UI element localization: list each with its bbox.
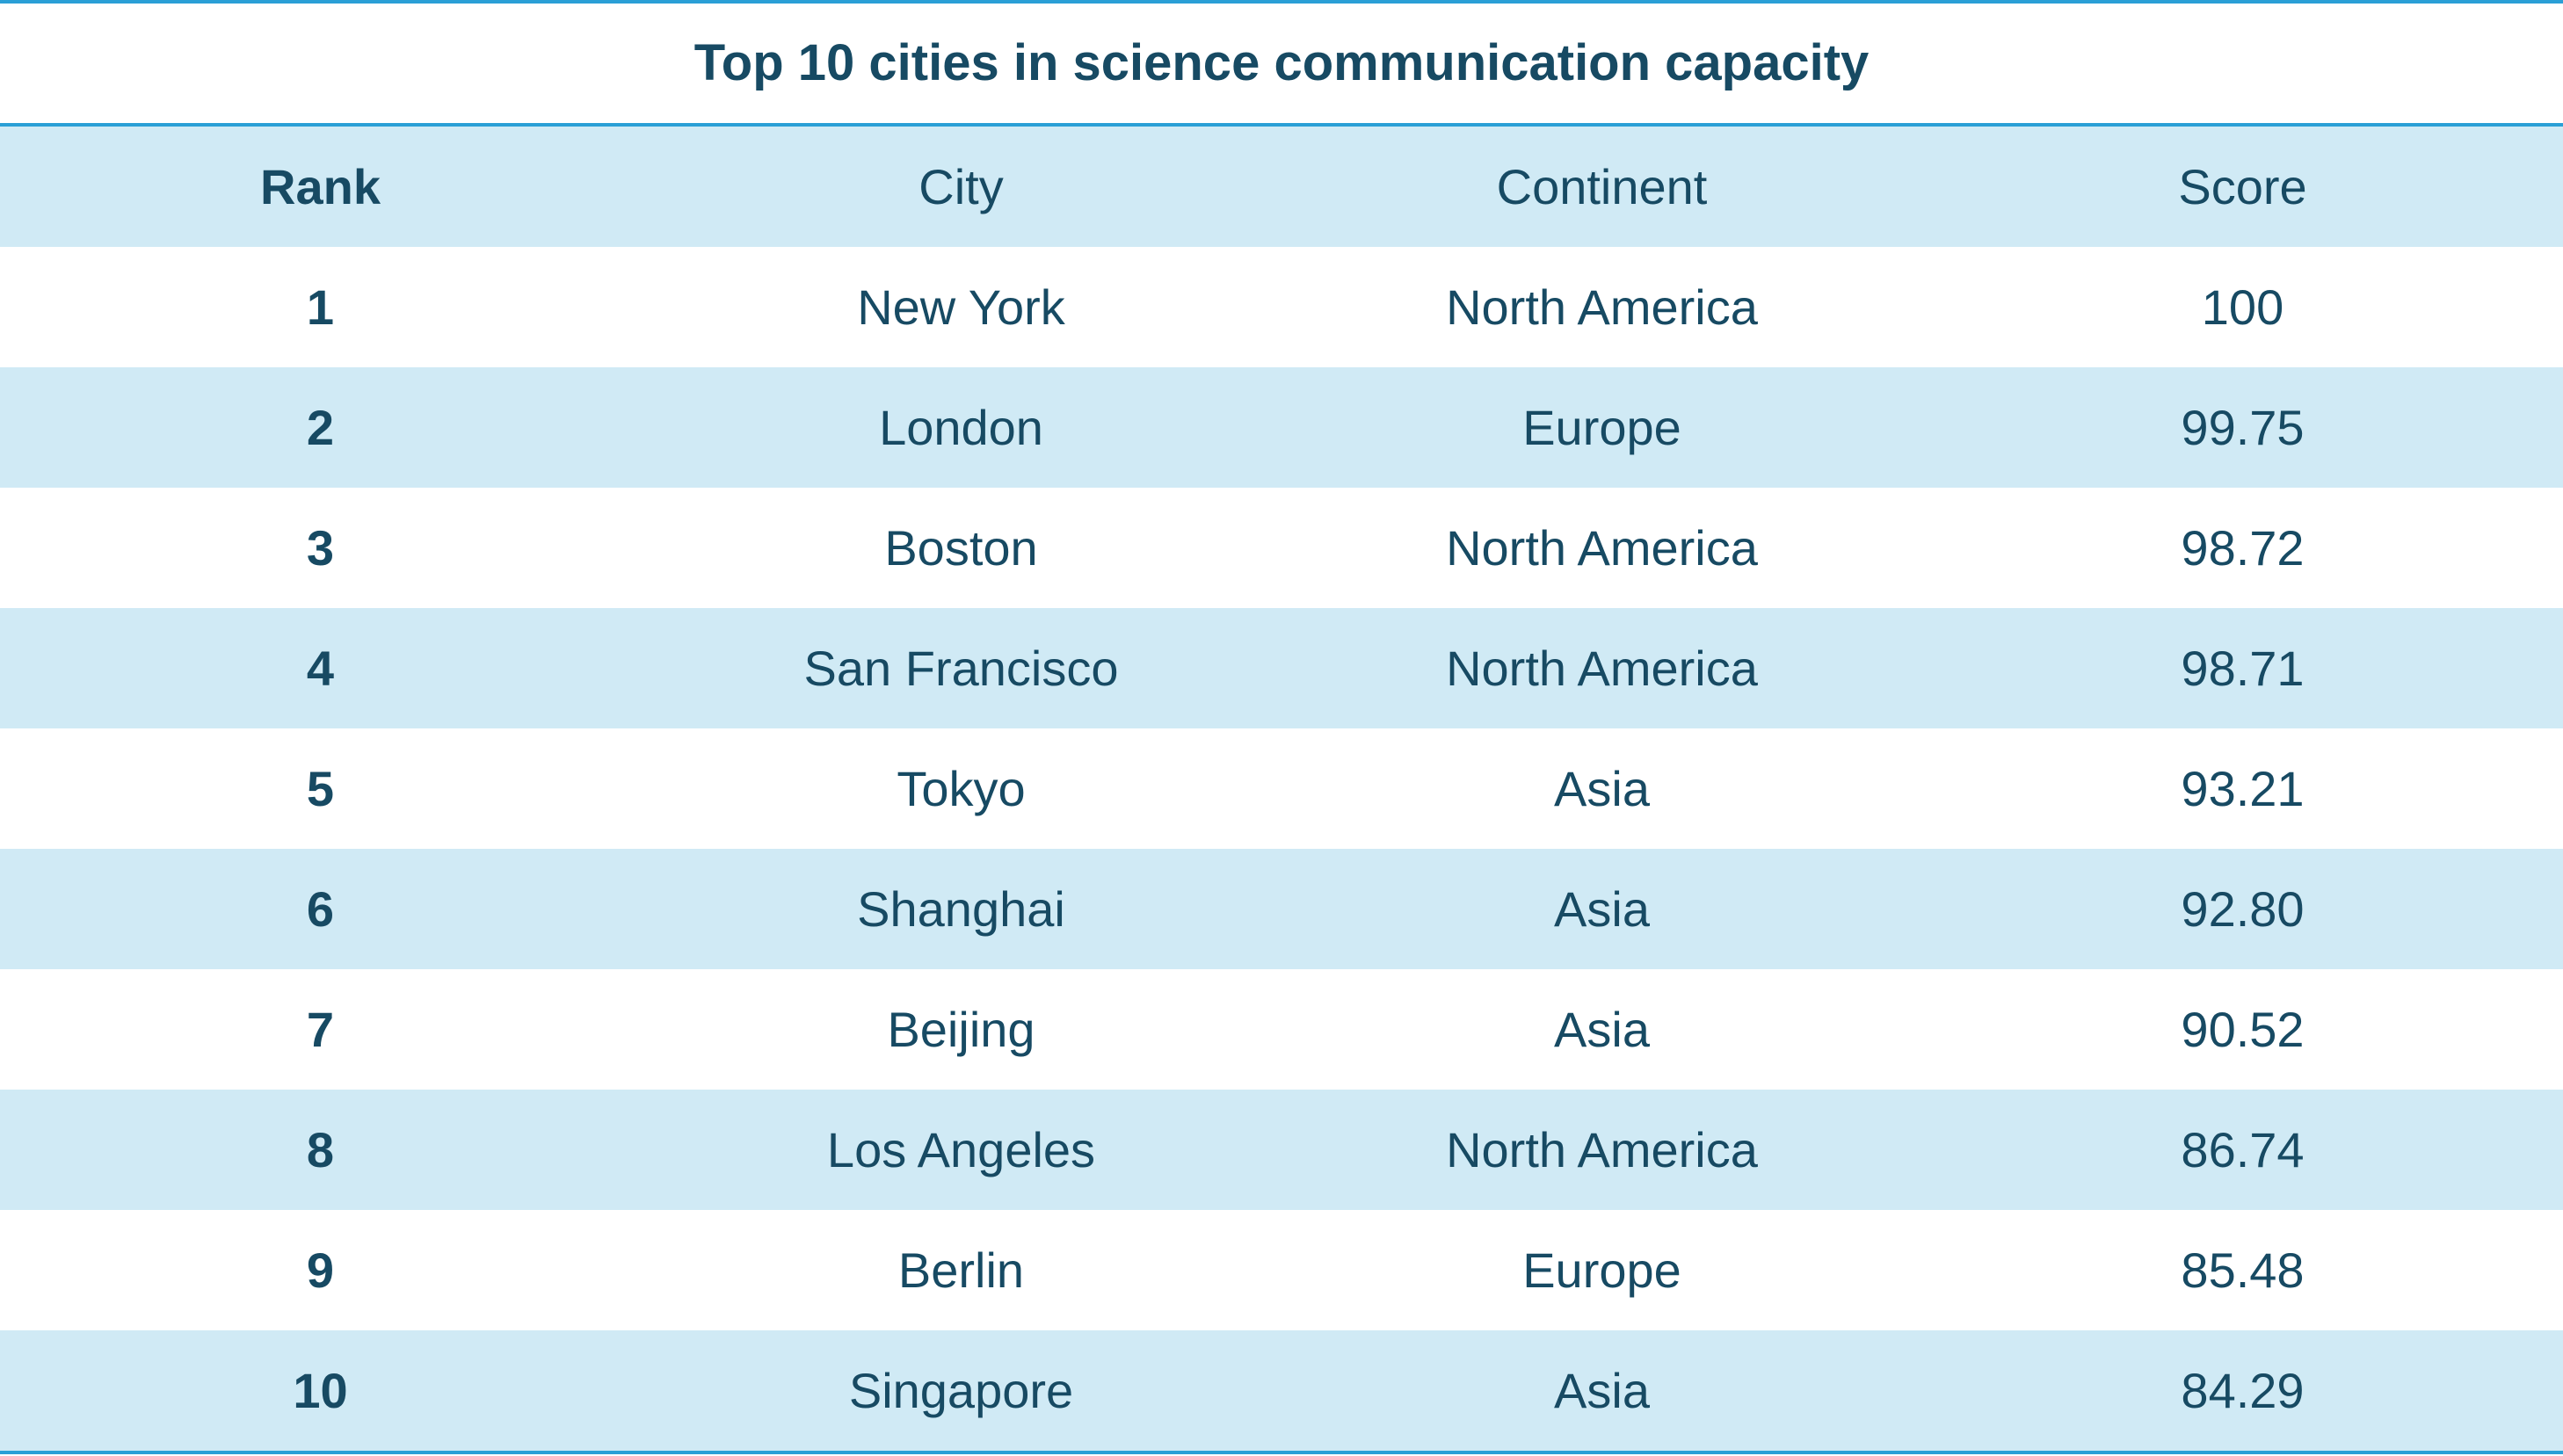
table-cell: North America [1446,641,1758,696]
table-cell: 90.52 [2181,1002,2305,1057]
table-cell: 4 [306,641,335,696]
table-cell: 5 [306,761,335,816]
table-cell: Berlin [897,1242,1025,1298]
table-cell: 100 [2201,279,2284,335]
table-cell: 86.74 [2181,1122,2305,1177]
table-row: 9 Berlin Europe 85.48 [0,1210,2563,1330]
table-cell: Shanghai [857,881,1065,937]
table-body: 1 New York North America 100 2 London Europe 99… [0,247,2563,1452]
table-row: 3 Boston North America 98.72 [0,488,2563,608]
table-cell: London [879,400,1043,455]
table-cell: 98.71 [2181,641,2305,696]
table-cell: 8 [306,1122,335,1177]
table-cell: 99.75 [2181,400,2305,455]
table-row: 1 New York North America 100 [0,247,2563,367]
table-cell: Europe [1522,1242,1681,1298]
table-cell: North America [1446,520,1758,576]
table-row: 8 Los Angeles North America 86.74 [0,1090,2563,1210]
table-cell: Los Angeles [826,1122,1096,1177]
column-header: Continent [1496,159,1708,214]
table-cell: Beijing [887,1002,1035,1057]
table-cell: Asia [1554,761,1650,816]
table-cell: 9 [306,1242,335,1298]
table-row: 2 London Europe 99.75 [0,367,2563,488]
table-row: 6 Shanghai Asia 92.80 [0,849,2563,969]
table-row: 5 Tokyo Asia 93.21 [0,728,2563,849]
table-cell: New York [857,279,1065,335]
table-cell: Asia [1554,1363,1650,1418]
table-cell: 7 [306,1002,335,1057]
table-cell: Tokyo [897,761,1026,816]
header-row: Rank City Continent Score [0,127,2563,247]
table-title: Top 10 cities in science communication c… [0,4,2563,127]
column-header: City [918,159,1004,214]
table-cell: Asia [1554,1002,1650,1057]
table-cell: Europe [1522,400,1681,455]
table-cell: 2 [306,400,335,455]
column-header: Score [2178,159,2307,214]
data-table: Rank City Continent Score 1 New York North Am… [0,127,2563,1454]
table-cell: 6 [306,881,335,937]
table-cell: 85.48 [2181,1242,2305,1298]
table-cell: San Francisco [803,641,1119,696]
table-cell: 93.21 [2181,761,2305,816]
table-cell: North America [1446,1122,1758,1177]
table-cell: 10 [293,1363,348,1418]
table-cell: 98.72 [2181,520,2305,576]
table-row: 7 Beijing Asia 90.52 [0,969,2563,1090]
column-header: Rank [260,159,381,214]
table-cell: North America [1446,279,1758,335]
table-row: 4 San Francisco North America 98.71 [0,608,2563,728]
table-row: 10 Singapore Asia 84.29 [0,1330,2563,1452]
table-cell: Asia [1554,881,1650,937]
table-cell: Boston [884,520,1038,576]
table-cell: 84.29 [2181,1363,2305,1418]
table-cell: 1 [306,279,335,335]
table-cell: Singapore [848,1363,1074,1418]
table-cell: 92.80 [2181,881,2305,937]
table-cell: 3 [306,520,335,576]
